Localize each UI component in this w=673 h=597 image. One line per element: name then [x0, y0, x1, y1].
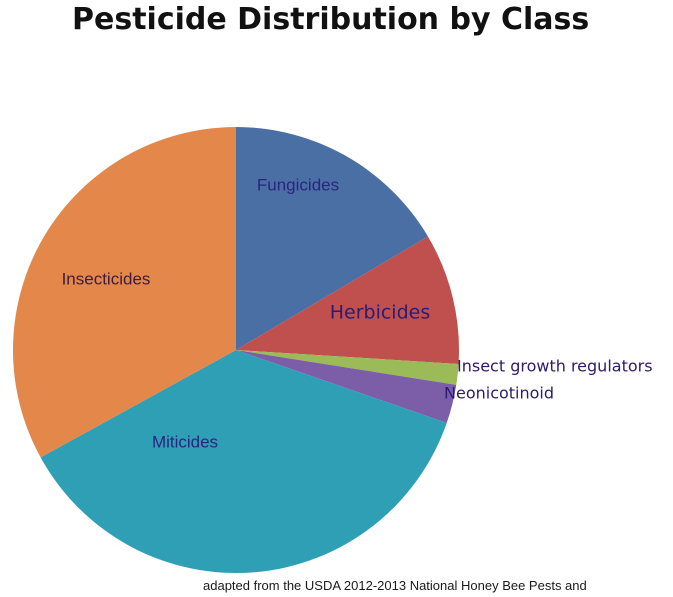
pie-slice-neonicotinoid: [236, 350, 457, 423]
pie-slice-miticides: [40, 350, 447, 574]
chart-title: Pesticide Distribution by Class: [72, 2, 590, 37]
pie-labels: Fungicides Herbicides Insect growth regula…: [62, 175, 653, 451]
pie-slices: [12, 127, 460, 574]
pie-slice-fungicides: [236, 127, 428, 350]
pie-slice-herbicides: [236, 236, 460, 364]
pie-label-insect-growth-regulators: Insect growth regulators: [457, 357, 653, 376]
pie-slice-insect-growth-regulators: [236, 350, 459, 385]
pie-slice-insecticides: [12, 127, 236, 458]
pie-label-miticides: Miticides: [152, 432, 218, 451]
pie-label-fungicides: Fungicides: [257, 175, 339, 194]
source-note: adapted from the USDA 2012-2013 National…: [203, 578, 587, 593]
pie-label-herbicides: Herbicides: [330, 302, 431, 324]
pie-label-insecticides: Insecticides: [62, 269, 151, 288]
pie-label-neonicotinoid: Neonicotinoid: [444, 384, 554, 403]
